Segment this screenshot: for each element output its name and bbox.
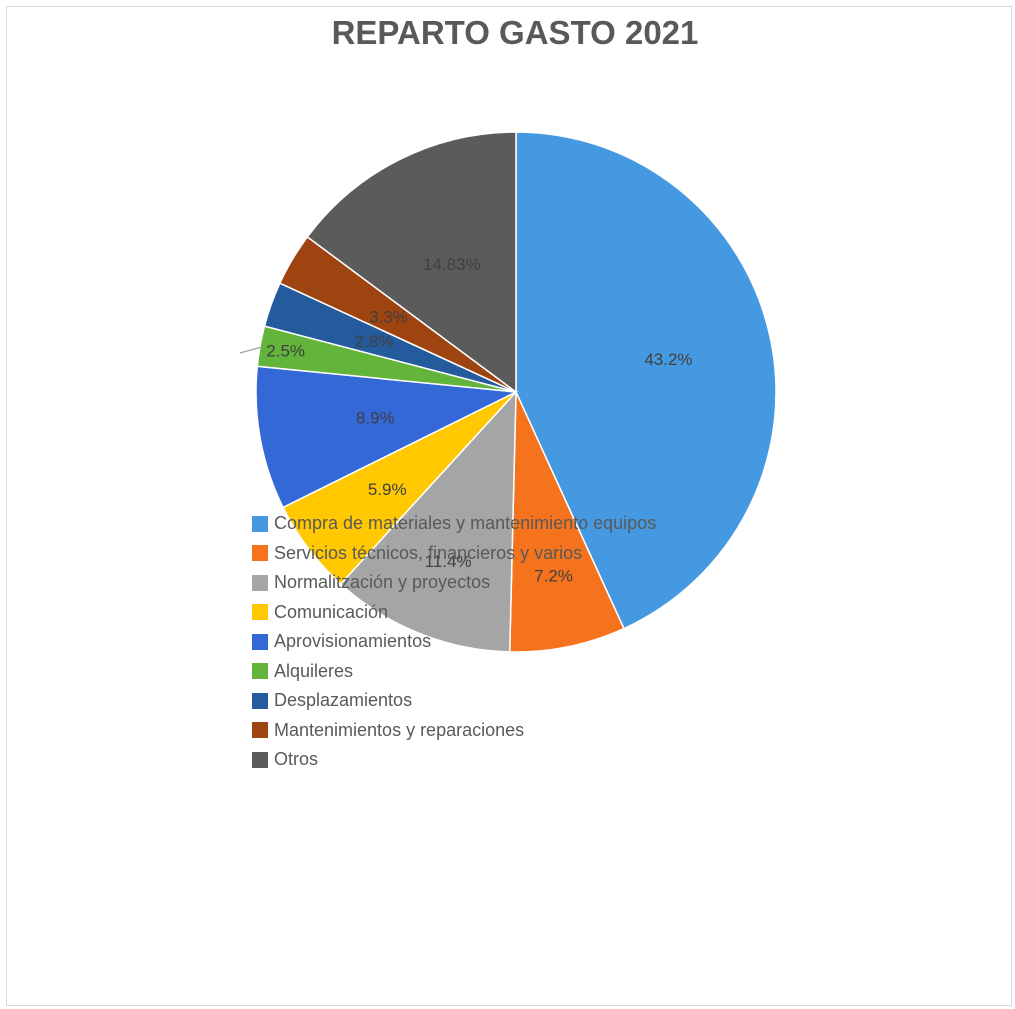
legend-item-6: Alquileres	[252, 657, 656, 687]
legend-swatch	[252, 574, 268, 591]
legend-swatch	[252, 663, 268, 680]
legend-item-2: Servicios técnicos, financieros y varios	[252, 539, 656, 569]
legend-swatch	[252, 515, 268, 532]
pie-slice-9	[306, 131, 517, 394]
pie-slice-2	[508, 391, 625, 653]
data-label-5: 8.9%	[356, 409, 395, 428]
pie-slice-5	[255, 365, 519, 509]
data-label-6: 2.5%	[266, 342, 305, 361]
legend-label: Desplazamientos	[274, 690, 413, 711]
legend-label: Aprovisionamientos	[274, 631, 432, 652]
legend-item-1: Compra de materiales y mantenimiento equ…	[252, 509, 656, 539]
legend-label: Compra de materiales y mantenimiento equ…	[274, 513, 657, 534]
data-label-1: 43.2%	[644, 350, 692, 369]
legend-swatch	[252, 604, 268, 621]
legend-item-7: Desplazamientos	[252, 686, 656, 716]
data-label-3: 11.4%	[425, 552, 472, 571]
legend-label: Alquileres	[274, 660, 354, 681]
legend-item-9: Otros	[252, 745, 656, 775]
legend-label: Normalitzación y proyectos	[274, 572, 491, 593]
legend-label: Comunicación	[274, 601, 389, 622]
chart-legend: Compra de materiales y mantenimiento equ…	[252, 509, 656, 775]
legend-swatch	[252, 633, 268, 650]
pie-slice-3	[339, 390, 517, 653]
legend-item-5: Aprovisionamientos	[252, 627, 656, 657]
legend-item-8: Mantenimientos y reparaciones	[252, 716, 656, 746]
legend-item-4: Comunicación	[252, 598, 656, 628]
data-label-2: 7.2%	[534, 566, 573, 585]
legend-swatch	[252, 545, 268, 562]
legend-label: Otros	[274, 749, 319, 770]
pie-slice-1	[515, 131, 777, 630]
legend-swatch	[252, 751, 268, 768]
data-label-4: 5.9%	[368, 480, 407, 499]
leader-line	[239, 346, 263, 354]
legend-label: Mantenimientos y reparaciones	[274, 719, 525, 740]
legend-label: Servicios técnicos, financieros y varios	[274, 542, 583, 563]
data-label-9: 14.83%	[423, 255, 481, 274]
chart-title: REPARTO GASTO 2021	[331, 14, 699, 51]
legend-item-3: Normalitzación y proyectos	[252, 568, 656, 598]
data-label-7: 2.8%	[355, 332, 394, 351]
legend-swatch	[252, 722, 268, 739]
legend-swatch	[252, 692, 268, 709]
data-label-8: 3.3%	[369, 307, 408, 326]
